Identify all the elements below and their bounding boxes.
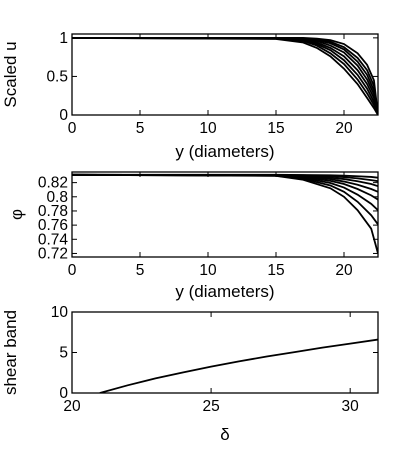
phi-panel-ytick-label: 0.76	[38, 217, 68, 234]
phi-panel-xtick-label: 20	[335, 262, 353, 279]
shear-band-panel-axes-box	[71, 311, 379, 394]
velocity-panel-series-group	[72, 36, 378, 115]
phi-panel-ylabel: φ	[7, 209, 26, 220]
phi-panel: 0 5 10 15 20 0.720.740.760.780.80.82 y (diamet…	[7, 171, 379, 301]
shear-band-panel-xtick-label: 30	[342, 398, 360, 415]
velocity-panel-series-8	[72, 36, 378, 115]
phi-panel-ytick-label: 0.78	[38, 203, 68, 220]
phi-panel-xlabel: y (diameters)	[175, 282, 274, 301]
velocity-panel-ylabel: Scaled u	[1, 41, 20, 107]
phi-panel-series-7	[72, 173, 378, 225]
velocity-panel-ytick-label: 0.5	[46, 68, 68, 85]
phi-panel-ytick-label: 0.8	[46, 189, 68, 206]
phi-panel-xtick-label: 15	[267, 262, 284, 279]
velocity-panel-series-5	[72, 36, 378, 115]
phi-panel-ytick-label: 0.72	[38, 245, 68, 262]
shear-band-panel-series-1	[99, 338, 378, 393]
velocity-panel-xtick-label: 5	[136, 120, 145, 137]
shear-band-panel-ytick-label: 10	[51, 304, 69, 321]
phi-panel-xtick-label: 5	[136, 262, 145, 279]
velocity-panel-xlabel: y (diameters)	[175, 142, 274, 161]
shear-band-panel: 20 25 30 0 5 10 δ shear band	[1, 304, 379, 444]
velocity-panel-xtick-label: 15	[267, 120, 284, 137]
velocity-panel-xtick-label: 10	[199, 120, 217, 137]
phi-panel-ytick-label: 0.74	[38, 231, 69, 248]
velocity-panel-ytick-label: 1	[59, 30, 68, 47]
shear-band-panel-ytick-label: 0	[59, 385, 68, 402]
velocity-panel-xtick-label: 20	[335, 120, 353, 137]
phi-panel-xtick-label: 0	[68, 262, 77, 279]
shear-band-panel-xtick-label: 20	[63, 398, 81, 415]
shear-band-panel-ytick-label: 5	[59, 345, 68, 362]
shear-band-panel-xlabel: δ	[220, 425, 229, 444]
velocity-panel-axes-box	[71, 33, 379, 116]
velocity-panel-series-7	[72, 36, 378, 115]
phi-panel-xtick-label: 10	[199, 262, 217, 279]
shear-band-panel-ylabel: shear band	[1, 310, 20, 395]
phi-panel-series-group	[72, 173, 378, 254]
shear-band-panel-series-group	[99, 338, 378, 393]
velocity-panel-ytick-label: 0	[59, 107, 68, 124]
velocity-panel-xtick-label: 0	[68, 120, 77, 137]
phi-panel-ytick-label: 0.82	[38, 175, 68, 192]
phi-panel-axes-box	[71, 171, 379, 258]
phi-panel-series-8	[72, 173, 378, 254]
shear-band-panel-xtick-label: 25	[202, 398, 219, 415]
velocity-panel: 0 5 10 15 20 0 0.5 1 y (diameters) Scaled u	[1, 30, 379, 161]
